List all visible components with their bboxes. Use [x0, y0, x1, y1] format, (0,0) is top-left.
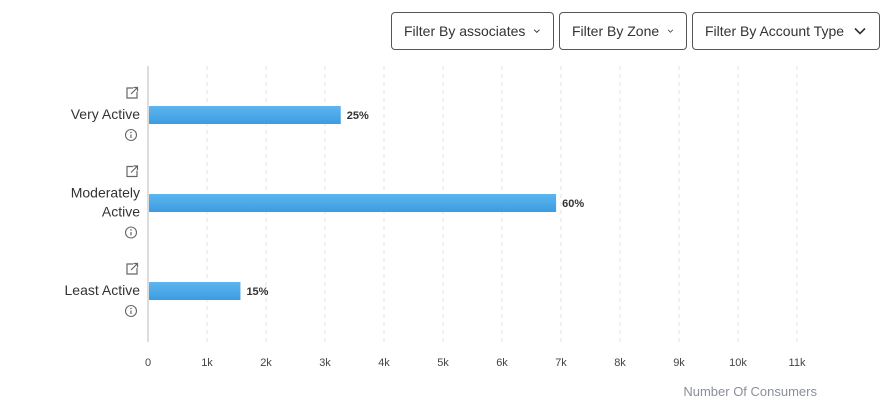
- category-label: Very Active: [71, 106, 140, 122]
- category-label: Active: [102, 204, 140, 220]
- filter-label: Filter By Account Type: [705, 23, 845, 39]
- bar-value-label: 25%: [347, 110, 369, 122]
- x-tick-label: 3k: [319, 357, 331, 369]
- external-link-icon[interactable]: [126, 86, 139, 99]
- x-tick-label: 11k: [789, 357, 806, 369]
- x-tick-label: 10k: [729, 357, 747, 369]
- filter-by-zone-dropdown[interactable]: Filter By Zone: [559, 12, 687, 50]
- bar[interactable]: [149, 194, 557, 212]
- filter-by-account-type-dropdown[interactable]: Filter By Account Type: [692, 12, 880, 50]
- x-tick-label: 5k: [437, 357, 449, 369]
- filter-by-associates-dropdown[interactable]: Filter By associates: [391, 12, 554, 50]
- bar[interactable]: [149, 106, 341, 124]
- x-tick-label: 2k: [260, 357, 272, 369]
- bar-value-label: 15%: [246, 286, 268, 298]
- labels: 0 1k 2k 3k 4k 5k 6k 7k 8k 9k 10k 11k 25% Very Active 6…: [65, 86, 806, 369]
- chevron-down-icon: [534, 29, 541, 33]
- category-label: Moderately: [71, 185, 140, 201]
- x-axis-title: Number Of Consumers: [683, 384, 817, 399]
- external-link-icon[interactable]: [126, 165, 139, 178]
- x-tick-label: 7k: [555, 357, 567, 369]
- info-icon[interactable]: [124, 128, 138, 142]
- x-tick-label: 0: [145, 357, 151, 369]
- info-icon[interactable]: [124, 226, 138, 239]
- x-tick-label: 8k: [614, 357, 626, 369]
- chevron-down-icon: [854, 27, 866, 35]
- filter-label: Filter By associates: [404, 23, 526, 39]
- external-link-icon[interactable]: [126, 262, 139, 275]
- info-icon[interactable]: [124, 304, 138, 318]
- x-tick-label: 6k: [496, 357, 508, 369]
- x-tick-label: 1k: [201, 357, 213, 369]
- bars: [149, 106, 557, 300]
- bar-value-label: 60%: [562, 198, 584, 210]
- x-tick-label: 4k: [378, 357, 390, 369]
- bar[interactable]: [149, 282, 241, 300]
- category-label: Least Active: [65, 282, 141, 298]
- x-tick-label: 9k: [673, 357, 685, 369]
- filter-label: Filter By Zone: [572, 23, 660, 39]
- chevron-down-icon: [667, 29, 674, 33]
